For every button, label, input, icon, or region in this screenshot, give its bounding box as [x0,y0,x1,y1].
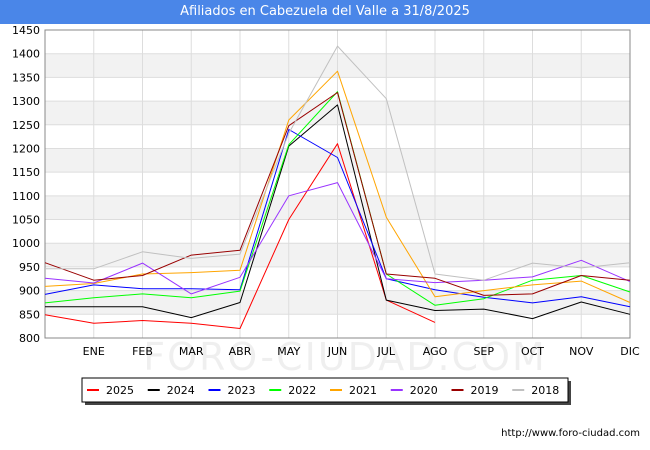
x-tick-label: JUL [377,345,396,358]
axes: 800 850 900 950 1000 1050 1100 1150 1200 1250 1300… [12,24,640,358]
series-line-2022 [44,91,631,306]
y-tick-label: 900 [19,285,40,298]
legend-label-2025: 2025 [106,384,134,397]
series-line-2019 [44,92,631,296]
legend-label-2019: 2019 [471,384,499,397]
series-line-2024 [45,104,631,320]
series-line-2020 [44,182,631,295]
y-tick-label: 800 [19,332,40,345]
x-tick-label: NOV [569,345,594,358]
plot-border [44,29,631,339]
watermark: FORO-CIUDAD.COM [143,335,547,379]
legend-box [81,377,569,403]
x-tick-label: SEP [473,345,494,358]
legend-label-2020: 2020 [410,384,438,397]
x-tick-label: AGO [423,345,448,358]
series-line-2023 [44,129,631,308]
source-url[interactable]: http://www.foro-ciudad.com [501,428,640,439]
legend-label-2021: 2021 [349,384,377,397]
x-tick-label: FEB [132,345,153,358]
y-tick-label: 1000 [12,237,40,250]
y-tick-label: 1450 [12,24,40,37]
y-tick-label: 850 [19,308,40,321]
x-tick-label: OCT [521,345,544,358]
y-tick-label: 1050 [12,214,40,227]
y-tick-label: 950 [19,261,40,274]
y-tick-label: 1100 [12,190,40,203]
y-tick-label: 1250 [12,119,40,132]
series-line-2021 [44,70,631,303]
x-tick-label: MAY [277,345,300,358]
x-tick-label: JUN [327,345,348,358]
x-tick-label: ENE [83,345,105,358]
legend-label-2024: 2024 [167,384,195,397]
y-tick-label: 1150 [12,166,40,179]
x-tick-label: MAR [179,345,204,358]
y-tick-label: 1350 [12,71,40,84]
y-tick-label: 1300 [12,95,40,108]
series-line-2025 [44,143,436,329]
series-line-2018 [45,45,631,281]
x-tick-label: ABR [229,345,252,358]
series-lines [44,45,631,329]
legend-label-2023: 2023 [228,384,256,397]
legend-label-2022: 2022 [288,384,316,397]
y-tick-label: 1200 [12,142,40,155]
legend: 2025 2024 2023 2022 2021 2020 2019 2018 [81,377,571,405]
legend-label-2018: 2018 [531,384,559,397]
x-tick-label: DIC [620,345,640,358]
chart-title: Afiliados en Cabezuela del Valle a 31/8/… [0,0,650,24]
y-tick-label: 1400 [12,48,40,61]
